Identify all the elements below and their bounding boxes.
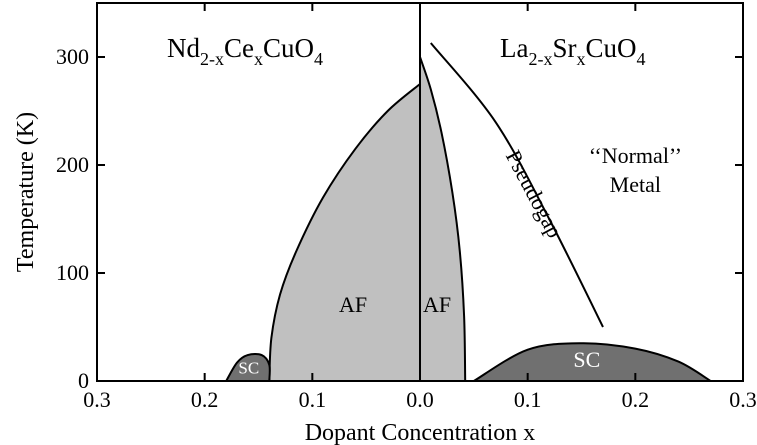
x-tick-left-0.3-label: 0.3 — [83, 387, 111, 412]
right-sc-region — [470, 342, 715, 382]
y-tick-200-label: 200 — [56, 152, 89, 177]
right-compound-formula: La2-xSrxCuO4 — [500, 33, 646, 69]
pseudogap-line — [430, 42, 604, 328]
y-axis-title: Temperature (K) — [13, 112, 39, 272]
left-compound-formula: Nd2-xCexCuO4 — [167, 33, 323, 69]
x-tick-right-0.3-label: 0.3 — [729, 387, 757, 412]
right-af-region — [419, 56, 467, 382]
x-tick-left-0.2-label: 0.2 — [191, 387, 219, 412]
y-tick-100-label: 100 — [56, 260, 89, 285]
left-af-region — [268, 81, 421, 382]
left-af-label: AF — [339, 292, 367, 317]
x-tick-right-0.2-label: 0.2 — [622, 387, 650, 412]
x-tick-left-0.1-label: 0.1 — [299, 387, 327, 412]
y-tick-300-label: 300 — [56, 44, 89, 69]
right-sc-label: SC — [573, 347, 600, 372]
left-sc-region — [224, 353, 271, 382]
left-sc-label: SC — [238, 358, 259, 377]
x-tick-right-0.1-label: 0.1 — [514, 387, 542, 412]
phase-boundary-lines — [430, 42, 604, 328]
y-tick-0-label: 0 — [78, 368, 89, 393]
pseudogap-label: Pseudogap — [501, 146, 568, 242]
x-tick-left-0-label: 0.0 — [406, 387, 434, 412]
x-axis-title: Dopant Concentration x — [305, 420, 536, 445]
right-af-label: AF — [423, 292, 451, 317]
normal-metal-label-line1: ‘‘Normal’’ — [589, 143, 682, 168]
normal-metal-label-line2: Metal — [610, 172, 661, 197]
phase-regions — [224, 56, 715, 382]
